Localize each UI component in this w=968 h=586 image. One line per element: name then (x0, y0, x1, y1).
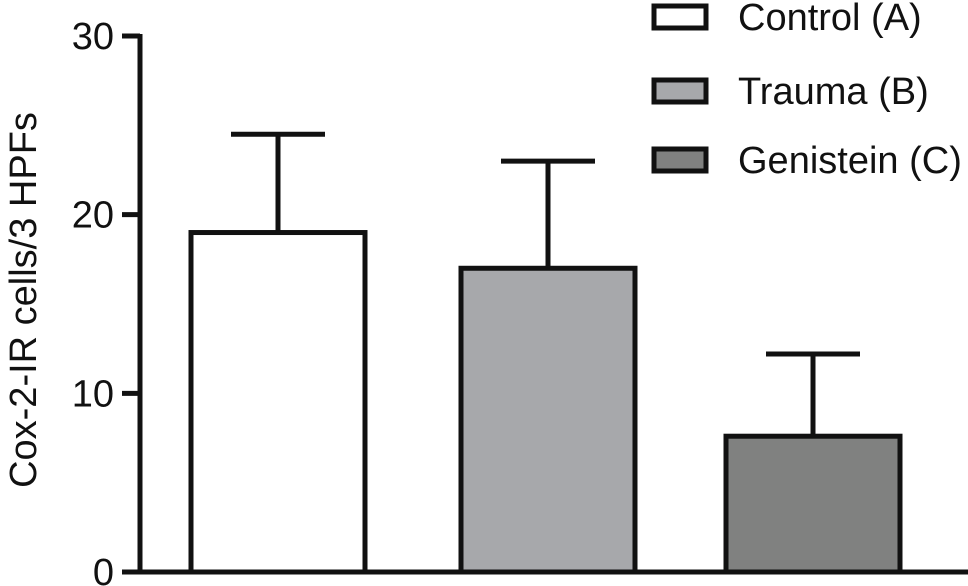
bar (188, 230, 368, 575)
legend-swatch (651, 146, 709, 174)
legend-label: Genistein (C) (738, 140, 962, 182)
legend-swatch (651, 77, 709, 105)
y-tick-label: 30 (72, 16, 114, 58)
bar (458, 265, 638, 575)
legend-label: Trauma (B) (738, 71, 929, 113)
y-tick-label: 0 (93, 552, 114, 586)
legend-swatch (651, 3, 709, 31)
legend: Control (A) Trauma (B) Genistein (C) (651, 0, 962, 182)
legend-label: Control (A) (738, 0, 922, 39)
y-axis-label: Cox-2-IR cells/3 HPFs (3, 112, 45, 488)
bars (188, 131, 903, 575)
y-tick-label: 20 (72, 195, 114, 237)
bar (723, 433, 903, 575)
y-tick-label: 10 (72, 373, 114, 415)
